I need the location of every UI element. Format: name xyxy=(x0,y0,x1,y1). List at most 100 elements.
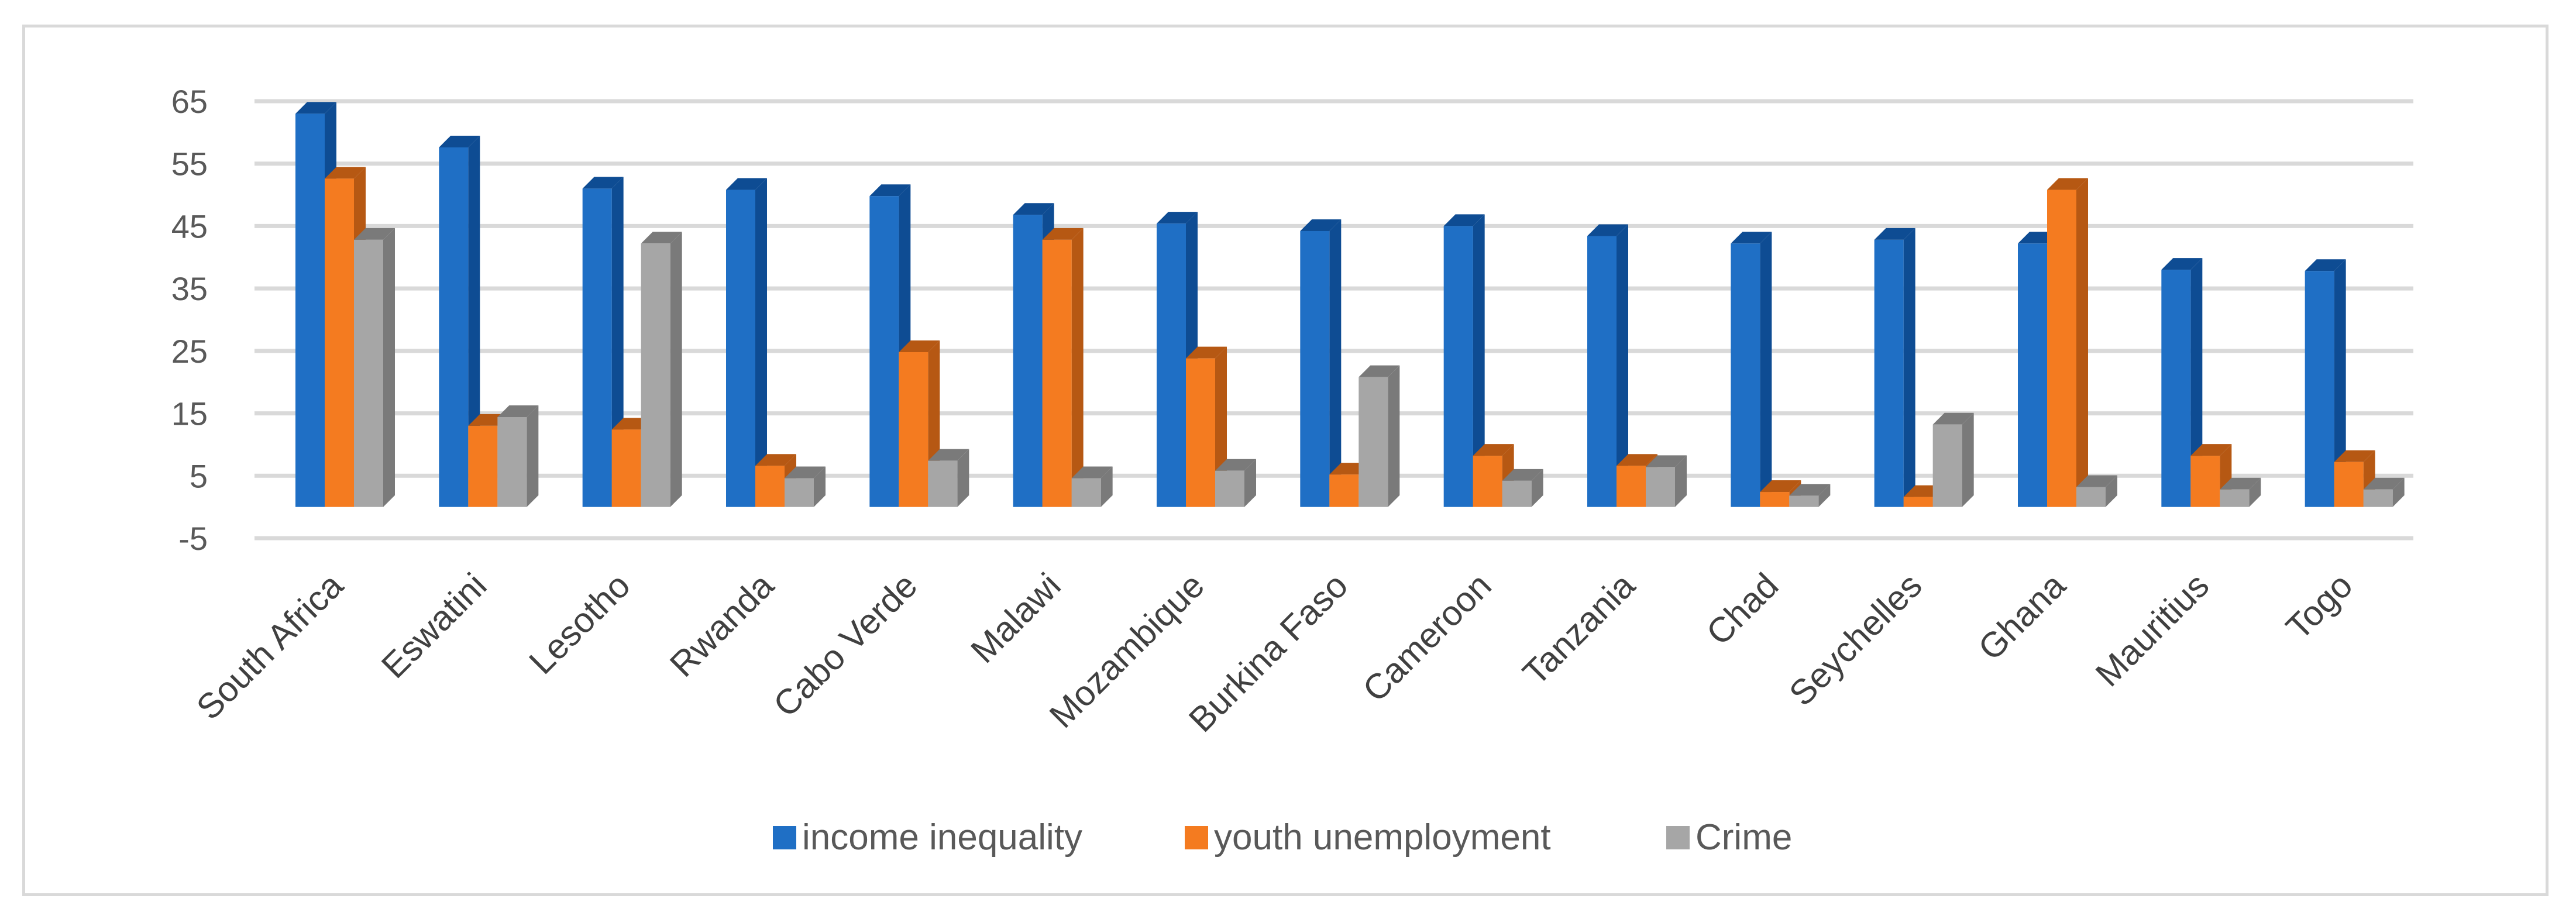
bar-top xyxy=(1013,203,1054,215)
bar-top xyxy=(1300,219,1342,231)
bar-top xyxy=(641,232,682,244)
bar-top xyxy=(1186,346,1227,359)
bar-front xyxy=(1932,424,1962,507)
bar-top xyxy=(497,405,539,417)
bar-crime xyxy=(1358,365,1400,507)
bar-top xyxy=(2305,259,2346,271)
bar-crime xyxy=(1789,484,1831,507)
legend-swatch xyxy=(773,826,796,849)
bar-side xyxy=(1962,412,1974,507)
bar-front xyxy=(2363,489,2393,507)
bar-top xyxy=(1157,212,1198,224)
bar-front xyxy=(726,190,755,507)
x-tick-label: Ghana xyxy=(1970,565,2073,667)
bar-front xyxy=(1300,230,1330,507)
bar-front xyxy=(785,478,814,507)
bar-front xyxy=(468,425,498,507)
bar-youth-unemployment xyxy=(2047,178,2088,507)
bar-crime xyxy=(1932,412,1974,507)
bar-front xyxy=(2161,270,2191,507)
bar-top xyxy=(1789,484,1831,496)
bar-front xyxy=(439,147,469,507)
bar-front xyxy=(899,352,928,507)
bar-top xyxy=(1473,444,1514,456)
bar-side xyxy=(1760,232,1772,507)
bar-front xyxy=(2018,243,2047,507)
bar-front xyxy=(295,113,325,507)
bar-front xyxy=(2076,487,2106,507)
bar-front xyxy=(1443,226,1473,507)
bar-top xyxy=(2334,450,2375,462)
bar-income-inequality xyxy=(1300,219,1342,507)
bar-top xyxy=(2076,475,2117,487)
bar-side xyxy=(1818,484,1831,507)
bar-front xyxy=(928,460,958,507)
bar-crime xyxy=(1646,455,1687,507)
bar-front xyxy=(1215,470,1244,507)
bar-front xyxy=(2190,456,2220,507)
bar-top xyxy=(1443,214,1485,226)
bar-side xyxy=(1100,466,1113,507)
bar-income-inequality xyxy=(1731,232,1772,507)
chart-frame: -5 5 15 25 35 45 55 65 South Africa Eswatini Leso… xyxy=(22,25,2549,896)
bar-side xyxy=(1244,459,1256,507)
bar-income-inequality xyxy=(1443,214,1485,507)
bars xyxy=(295,102,2405,507)
bar-crime xyxy=(928,449,969,507)
bar-side xyxy=(1531,469,1543,507)
legend-item: youth unemployment xyxy=(1185,817,1551,858)
y-tick-label: 35 xyxy=(171,270,208,307)
legend: income inequality youth unemployment Crime xyxy=(773,817,1792,858)
bar-front xyxy=(611,429,641,507)
bar-front xyxy=(1013,215,1043,507)
bar-crime xyxy=(1215,459,1256,507)
bar-top xyxy=(2047,178,2088,190)
chart-svg: -5 5 15 25 35 45 55 65 South Africa Eswatini Leso… xyxy=(171,83,2413,858)
bar-crime xyxy=(2076,475,2117,507)
bar-front xyxy=(1587,236,1617,507)
bar-top xyxy=(1358,365,1400,377)
bar-side xyxy=(2392,477,2405,507)
bar-crime xyxy=(2363,477,2405,507)
bar-front xyxy=(354,239,383,507)
bar-top xyxy=(1587,224,1628,236)
bar-side xyxy=(527,405,539,507)
bar-side xyxy=(1473,214,1485,507)
bar-front xyxy=(2047,190,2076,507)
bar-top xyxy=(1215,459,1256,471)
y-tick-label: -5 xyxy=(178,520,208,557)
bar-top xyxy=(1874,228,1915,240)
bar-crime xyxy=(1502,469,1543,507)
bar-front xyxy=(641,243,670,507)
bar-income-inequality xyxy=(869,184,911,507)
x-tick-label: Lesotho xyxy=(521,566,637,681)
bar-crime xyxy=(354,228,395,507)
bar-front xyxy=(2220,489,2250,507)
bar-front xyxy=(1646,467,1675,507)
x-tick-label: Rwanda xyxy=(662,565,781,684)
bar-front xyxy=(1157,223,1186,507)
bar-side xyxy=(383,228,395,507)
x-tick-label: Tanzania xyxy=(1515,565,1643,693)
bar-top xyxy=(726,178,767,190)
bar-front xyxy=(582,188,612,507)
bar-side xyxy=(1617,224,1628,507)
bar-top xyxy=(1071,466,1113,479)
bar-top xyxy=(2161,258,2203,270)
bar-side xyxy=(1675,455,1687,507)
x-tick-label: Malawi xyxy=(963,566,1068,670)
bar-top xyxy=(1617,454,1657,466)
y-tick-label: 5 xyxy=(190,457,208,494)
bar-front xyxy=(1358,377,1388,507)
bar-side xyxy=(1329,219,1342,507)
bar-front xyxy=(1617,466,1646,507)
bar-income-inequality xyxy=(2305,259,2346,507)
bar-top xyxy=(295,102,336,114)
x-tick-label: Togo xyxy=(2278,566,2360,647)
y-tick-label: 65 xyxy=(171,83,208,120)
bar-crime xyxy=(2220,477,2261,507)
y-tick-label: 55 xyxy=(171,146,208,183)
bar-side xyxy=(814,466,826,507)
bar-top xyxy=(582,177,624,189)
